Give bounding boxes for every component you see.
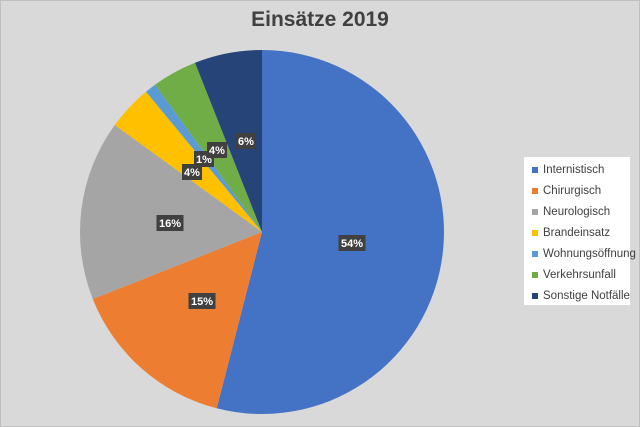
- svg-text:54%: 54%: [341, 238, 363, 250]
- svg-text:4%: 4%: [209, 145, 225, 157]
- legend-label: Chirurgisch: [543, 185, 602, 197]
- legend-swatch: [532, 209, 538, 215]
- legend-swatch: [532, 230, 538, 236]
- legend-item: Internistisch: [524, 160, 630, 180]
- legend-swatch: [532, 251, 538, 257]
- legend-swatch: [532, 188, 538, 194]
- legend-swatch: [532, 293, 538, 299]
- legend-item: Sonstige Notfälle: [524, 286, 630, 306]
- pie-slice-neurologisch: [80, 125, 262, 299]
- pie-slice-sonstige-notfälle: [195, 50, 262, 232]
- legend-label: Neurologisch: [543, 206, 611, 218]
- pie-slice-brandeinsatz: [114, 91, 262, 232]
- chart-title: Einsätze 2019: [251, 8, 389, 31]
- svg-text:16%: 16%: [159, 218, 181, 230]
- legend-label: Verkehrsunfall: [543, 269, 616, 281]
- chart-legend: Internistisch Chirurgisch Neurologisch Bran…: [524, 157, 636, 306]
- pie-slice-chirurgisch: [92, 232, 263, 409]
- legend-item: Wohnungsöffnung: [524, 244, 636, 264]
- legend-item: Brandeinsatz: [524, 223, 630, 243]
- legend-label: Sonstige Notfälle: [543, 290, 630, 302]
- svg-text:6%: 6%: [238, 136, 254, 148]
- data-label: 6%: [236, 133, 256, 149]
- data-label: 54%: [338, 235, 366, 251]
- legend-label: Internistisch: [543, 164, 605, 176]
- legend-swatch: [532, 167, 538, 173]
- pie-slice-internistisch: [216, 50, 444, 414]
- data-label: 16%: [156, 215, 184, 231]
- svg-text:15%: 15%: [191, 296, 213, 308]
- legend-label: Brandeinsatz: [543, 227, 611, 239]
- legend-swatch: [532, 272, 538, 278]
- legend-label: Wohnungsöffnung: [543, 248, 636, 260]
- legend-item: Neurologisch: [524, 202, 630, 222]
- data-label: 4%: [207, 142, 227, 158]
- legend-item: Chirurgisch: [524, 181, 630, 201]
- data-label: 4%: [182, 164, 202, 180]
- data-label: 15%: [188, 293, 216, 309]
- svg-text:4%: 4%: [184, 167, 200, 179]
- legend-item: Verkehrsunfall: [524, 265, 630, 285]
